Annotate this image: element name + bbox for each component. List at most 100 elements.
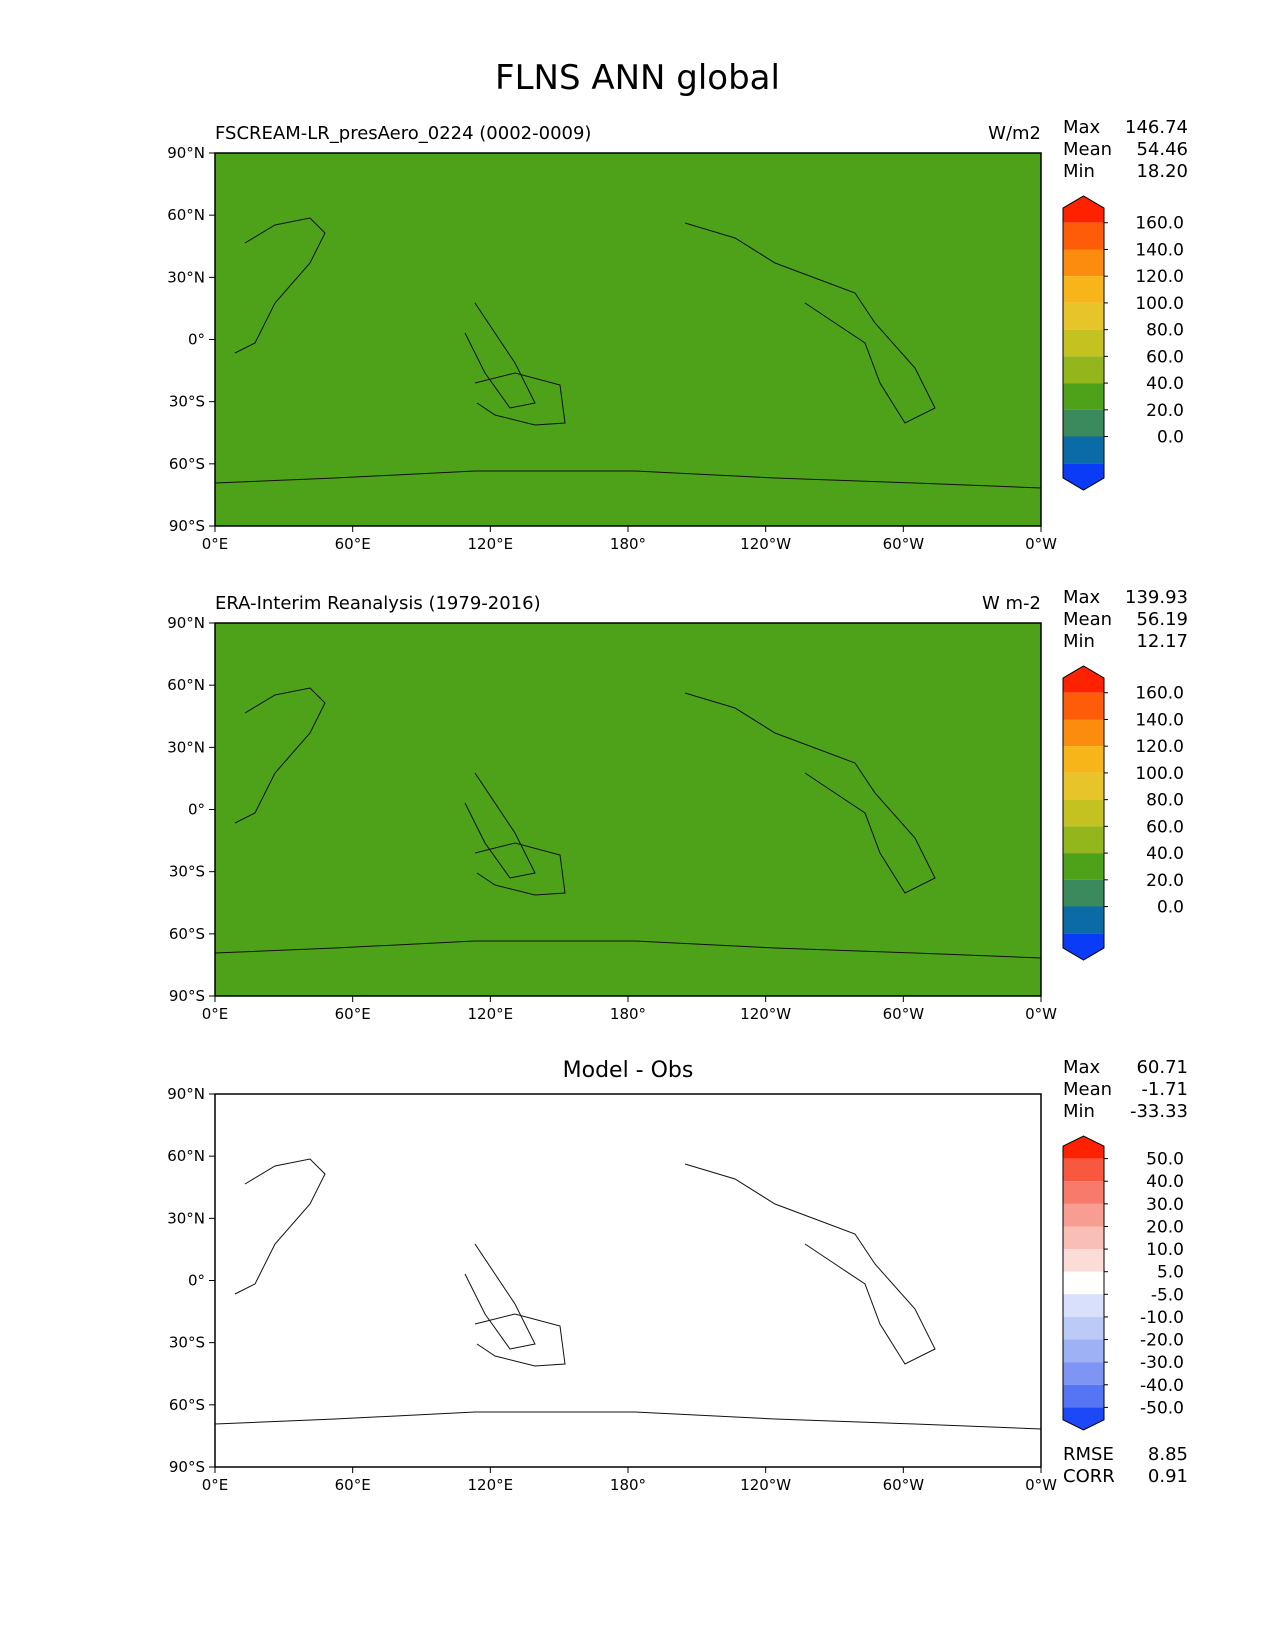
x-tick-label: 0°E	[202, 1005, 229, 1023]
colorbar-segment	[1063, 1271, 1104, 1295]
y-tick-label: 90°S	[169, 1458, 205, 1476]
panel2-stat-label-mean: Mean	[1063, 609, 1113, 630]
colorbar-segment	[1063, 692, 1104, 720]
x-tick-label: 120°W	[740, 1005, 791, 1023]
y-tick-label: 30°N	[167, 738, 205, 756]
colorbar-1: 160.0 140.0 120.0 100.0 80.0 60.0 40.0 20.0 0.0	[1062, 195, 1184, 491]
y-tick-label: 90°N	[167, 1085, 205, 1103]
panel3-stat-label-min: Min	[1063, 1101, 1095, 1122]
x-tick-label: 0°W	[1025, 1005, 1057, 1023]
x-tick-label: 60°W	[883, 1476, 925, 1494]
y-tick-label: 30°S	[169, 863, 205, 881]
colorbar-segment	[1063, 249, 1104, 277]
colorbar-segment	[1063, 879, 1104, 907]
coastline	[214, 940, 1042, 959]
panel2-stat-label-max: Max	[1063, 587, 1101, 608]
colorbar-outline	[1062, 1135, 1105, 1431]
colorbar-tick-label: 100.0	[1135, 294, 1184, 314]
x-tick-label: 180°	[610, 1476, 646, 1494]
colorbar-tick-label: 0.0	[1157, 428, 1184, 448]
panel3-rmse-value: 8.85	[1147, 1444, 1188, 1465]
panel1-stat-value-mean: 54.46	[1136, 139, 1188, 160]
colorbar-segment	[1063, 196, 1104, 223]
y-tick-label: 60°S	[169, 1396, 205, 1414]
colorbar-segment	[1063, 826, 1104, 854]
map-field-background	[215, 623, 1041, 996]
panel3-corr-label: CORR	[1063, 1466, 1115, 1487]
coastline	[214, 1411, 1042, 1430]
coastline	[234, 1158, 326, 1295]
map-panel-1: 0°E 60°E 120°E 180° 120°W 60°W 0°W 90°N 60°N 30°N…	[167, 144, 1057, 553]
figure-title: FLNS ANN global	[495, 58, 780, 98]
coastline	[464, 302, 536, 409]
colorbar-segment	[1063, 933, 1104, 960]
colorbar-tick-label: 20.0	[1146, 401, 1184, 421]
coastline	[474, 372, 566, 426]
panel1-stat-label-min: Min	[1063, 161, 1095, 182]
coastline	[474, 842, 566, 896]
coastline	[684, 222, 936, 424]
colorbar-segment	[1063, 1136, 1104, 1159]
colorbar-tick-label: -40.0	[1140, 1376, 1184, 1396]
colorbar-tick-label: -20.0	[1140, 1331, 1184, 1351]
y-tick-label: 90°N	[167, 144, 205, 162]
panel3-stat-label-mean: Mean	[1063, 1079, 1113, 1100]
panel3-title: Model - Obs	[562, 1058, 694, 1083]
colorbar-tick-label: 160.0	[1135, 684, 1184, 704]
colorbar-tick-label: 40.0	[1146, 1172, 1184, 1192]
colorbar-tick-label: -30.0	[1140, 1353, 1184, 1373]
colorbar-segment	[1063, 222, 1104, 250]
x-tick-label: 120°W	[740, 535, 791, 553]
coastline-lines	[214, 1158, 1042, 1430]
panel1-stat-label-mean: Mean	[1063, 139, 1113, 160]
y-tick-label: 0°	[188, 801, 205, 819]
coastline	[684, 1163, 936, 1365]
y-tick-label: 90°S	[169, 987, 205, 1005]
y-tick-label: 0°	[188, 1272, 205, 1290]
coastline-lines	[214, 687, 1042, 959]
y-tick-label: 90°N	[167, 614, 205, 632]
y-tick-label: 60°N	[167, 1147, 205, 1165]
y-tick-label: 30°N	[167, 1209, 205, 1227]
y-tick-label: 30°N	[167, 268, 205, 286]
x-tick-label: 60°E	[335, 1005, 371, 1023]
colorbar-segment	[1063, 409, 1104, 437]
y-tick-label: 0°	[188, 331, 205, 349]
colorbar-segment	[1063, 1294, 1104, 1317]
y-tick-label: 90°S	[169, 517, 205, 535]
colorbar-tick-label: 0.0	[1157, 898, 1184, 918]
x-tick-label: 180°	[610, 535, 646, 553]
coastline	[474, 1313, 566, 1367]
colorbar-segment	[1063, 1181, 1104, 1204]
colorbar-tick-label: 160.0	[1135, 214, 1184, 234]
colorbar-tick-label: 30.0	[1146, 1195, 1184, 1215]
colorbar-segment	[1063, 772, 1104, 800]
x-tick-label: 0°W	[1025, 1476, 1057, 1494]
panel1-units: W/m2	[988, 123, 1041, 144]
x-tick-label: 180°	[610, 1005, 646, 1023]
colorbar-tick-label: 120.0	[1135, 267, 1184, 287]
colorbar-tick-label: 60.0	[1146, 347, 1184, 367]
y-tick-label: 60°S	[169, 925, 205, 943]
panel3-corr-value: 0.91	[1147, 1466, 1188, 1487]
map-panel-3: 0°E 60°E 120°E 180° 120°W 60°W 0°W 90°N 60°N 30°N…	[167, 1085, 1057, 1494]
panel2-stat-value-max: 139.93	[1125, 587, 1188, 608]
panel2-dataset-name: ERA-Interim Reanalysis (1979-2016)	[215, 593, 541, 614]
colorbar-tick-label: -5.0	[1151, 1285, 1184, 1305]
colorbar-tick-label: 50.0	[1146, 1150, 1184, 1170]
colorbar-segment	[1063, 329, 1104, 357]
panel3-stat-label-max: Max	[1063, 1057, 1101, 1078]
colorbar-segment	[1063, 383, 1104, 410]
colorbar-segment	[1063, 1203, 1104, 1227]
y-tick-label: 30°S	[169, 1334, 205, 1352]
map-panel-2: 0°E 60°E 120°E 180° 120°W 60°W 0°W 90°N 60°N 30°N…	[167, 614, 1057, 1023]
panel2-stat-label-min: Min	[1063, 631, 1095, 652]
coastline	[234, 687, 326, 824]
panel1-stat-label-max: Max	[1063, 117, 1101, 138]
colorbar-2: 160.0 140.0 120.0 100.0 80.0 60.0 40.0 20.0 0.0	[1062, 665, 1184, 961]
colorbar-segment	[1063, 276, 1104, 303]
panel2-stat-value-mean: 56.19	[1136, 609, 1188, 630]
colorbar-segment	[1063, 463, 1104, 490]
panel3-stat-value-mean: -1.71	[1141, 1079, 1188, 1100]
